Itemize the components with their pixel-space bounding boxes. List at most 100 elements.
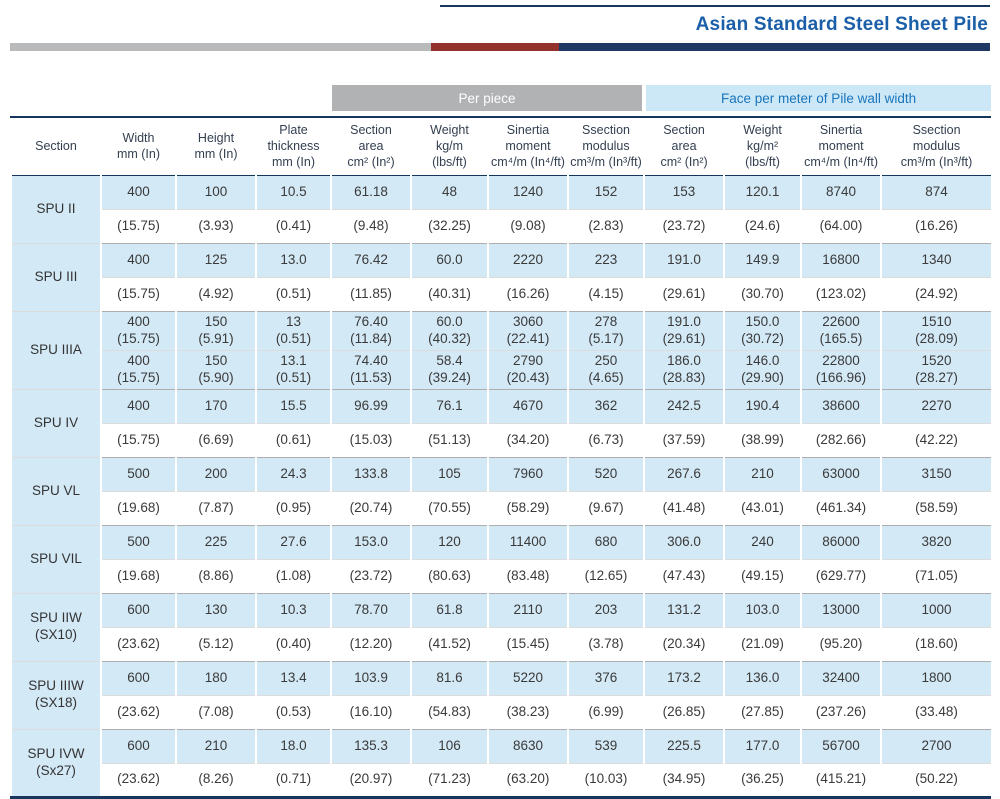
table-cell-height: (7.87)	[175, 491, 256, 526]
table-cell-pp-inertia-moment: (9.08)	[487, 209, 568, 244]
table-cell-fm-section-modulus: (24.92)	[880, 277, 992, 312]
table-cell-fm-inertia-moment: 22600 (165.5)	[800, 311, 882, 351]
column-header-pp-section-area: Section area cm² (In²)	[330, 116, 411, 176]
table-cell-fm-section-area: (37.59)	[643, 423, 725, 458]
table-cell-pp-section-modulus: 539	[566, 729, 645, 764]
table-cell-fm-inertia-moment: (95.20)	[800, 627, 882, 662]
sheet-pile-table: Per piece Face per meter of Pile wall wi…	[10, 85, 992, 799]
table-cell-pp-section-area: (23.72)	[330, 559, 411, 594]
table-cell-fm-inertia-moment: (629.77)	[800, 559, 882, 594]
table-cell-fm-section-area: (47.43)	[643, 559, 725, 594]
table-cell-height: 200	[175, 457, 256, 492]
section-name: SPU II	[10, 175, 101, 244]
table-cell-fm-inertia-moment: (64.00)	[800, 209, 882, 244]
table-cell-pp-inertia-moment: 2790 (20.43)	[487, 350, 568, 390]
table-cell-fm-weight: 210	[723, 457, 802, 492]
table-cell-plate-thickness: (0.40)	[255, 627, 331, 662]
table-cell-pp-section-modulus: (6.99)	[566, 695, 645, 730]
section-name: SPU IIW (SX10)	[10, 593, 101, 662]
table-cell-fm-inertia-moment: (123.02)	[800, 277, 882, 312]
table-cell-fm-section-modulus: 1520 (28.27)	[880, 350, 992, 390]
table-cell-height: (7.08)	[175, 695, 256, 730]
table-row: (19.68) (8.86) (1.08) (23.72) (80.63) (83.48)…	[11, 559, 992, 594]
table-cell-fm-section-area: 267.6	[643, 457, 725, 492]
table-cell-pp-weight: (70.55)	[410, 491, 488, 526]
table-cell-height: 150 (5.90)	[175, 350, 256, 390]
table-row: (15.75) (4.92) (0.51) (11.85) (40.31) (16.26)…	[11, 277, 992, 312]
table-cell-plate-thickness: (0.41)	[255, 209, 331, 244]
table-cell-pp-section-area: (20.97)	[330, 763, 411, 798]
column-header-fm-weight: Weight kg/m² (lbs/ft)	[723, 116, 802, 176]
accent-bar	[10, 43, 990, 51]
table-cell-width: (23.62)	[100, 763, 176, 798]
table-cell-width: 400 (15.75)	[100, 350, 176, 390]
table-cell-height: 130	[175, 593, 256, 628]
table-cell-pp-inertia-moment: 3060 (22.41)	[487, 311, 568, 351]
table-cell-width: 500	[100, 457, 176, 492]
table-row: (23.62) (5.12) (0.40) (12.20) (41.52) (15.45)…	[11, 627, 992, 662]
section-name: SPU IV	[10, 389, 101, 458]
table-cell-height: (3.93)	[175, 209, 256, 244]
table-cell-fm-inertia-moment: 32400	[800, 661, 882, 696]
table-cell-fm-section-modulus: 3820	[880, 525, 992, 560]
table-cell-fm-weight: (36.25)	[723, 763, 802, 798]
table-cell-fm-inertia-moment: (282.66)	[800, 423, 882, 458]
table-cell-fm-weight: (38.99)	[723, 423, 802, 458]
table-cell-fm-weight: 190.4	[723, 389, 802, 424]
top-rule	[440, 5, 990, 7]
table-cell-width: (19.68)	[100, 559, 176, 594]
table-cell-plate-thickness: (0.71)	[255, 763, 331, 798]
table-cell-height: 125	[175, 243, 256, 278]
table-cell-fm-weight: 149.9	[723, 243, 802, 278]
table-cell-pp-section-area: (20.74)	[330, 491, 411, 526]
table-body: SPU II 400 100 10.5 61.18 48 1240 152 153 120.1 87…	[10, 175, 992, 798]
table-cell-fm-section-area: (41.48)	[643, 491, 725, 526]
table-cell-pp-section-modulus: 362	[566, 389, 645, 424]
section-name: SPU III	[10, 243, 101, 312]
column-header-pp-weight: Weight kg/m (lbs/ft)	[410, 116, 488, 176]
table-cell-pp-inertia-moment: (16.26)	[487, 277, 568, 312]
page-title: Asian Standard Steel Sheet Pile	[695, 14, 988, 35]
table-row: (23.62) (7.08) (0.53) (16.10) (54.83) (38.23)…	[11, 695, 992, 730]
table-cell-width: 400	[100, 175, 176, 210]
table-cell-fm-inertia-moment: 63000	[800, 457, 882, 492]
table-cell-fm-weight: 136.0	[723, 661, 802, 696]
table-cell-height: (8.86)	[175, 559, 256, 594]
table-cell-height: 210	[175, 729, 256, 764]
table-cell-fm-section-modulus: 1000	[880, 593, 992, 628]
table-row: SPU IVW (Sx27) 600 210 18.0 135.3 106 8630 539 2…	[10, 729, 992, 798]
table-row: SPU IIW (SX10) 600 130 10.3 78.70 61.8 2110 203…	[10, 593, 992, 662]
table-cell-pp-section-area: (15.03)	[330, 423, 411, 458]
table-cell-fm-weight: 177.0	[723, 729, 802, 764]
table-cell-fm-weight: 150.0 (30.72)	[723, 311, 802, 351]
group-header-per-piece: Per piece	[329, 85, 645, 111]
table-cell-width: (19.68)	[100, 491, 176, 526]
table-cell-pp-inertia-moment: (34.20)	[487, 423, 568, 458]
table-cell-pp-inertia-moment: (58.29)	[487, 491, 568, 526]
table-cell-fm-section-area: (26.85)	[643, 695, 725, 730]
table-cell-fm-inertia-moment: 86000	[800, 525, 882, 560]
table-cell-pp-section-modulus: (10.03)	[566, 763, 645, 798]
table-cell-fm-weight: (43.01)	[723, 491, 802, 526]
table-cell-height: 150 (5.91)	[175, 311, 256, 351]
table-cell-width: (15.75)	[100, 209, 176, 244]
table-cell-fm-section-modulus: 874	[880, 175, 992, 210]
table-cell-pp-weight: 105	[410, 457, 488, 492]
table-cell-fm-section-area: (23.72)	[643, 209, 725, 244]
table-cell-plate-thickness: 10.3	[255, 593, 331, 628]
table-cell-pp-weight: (71.23)	[410, 763, 488, 798]
table-cell-pp-weight: (41.52)	[410, 627, 488, 662]
table-cell-pp-inertia-moment: 2220	[487, 243, 568, 278]
table-cell-fm-weight: 120.1	[723, 175, 802, 210]
section-name: SPU VIL	[10, 525, 101, 594]
table-cell-height: 225	[175, 525, 256, 560]
table-cell-fm-section-modulus: 1510 (28.09)	[880, 311, 992, 351]
table-cell-pp-section-modulus: (9.67)	[566, 491, 645, 526]
table-cell-pp-section-area: 61.18	[330, 175, 411, 210]
table-cell-fm-section-area: 173.2	[643, 661, 725, 696]
table-cell-fm-section-modulus: (18.60)	[880, 627, 992, 662]
table-cell-plate-thickness: (0.61)	[255, 423, 331, 458]
table-cell-pp-section-modulus: 152	[566, 175, 645, 210]
table-cell-pp-section-area: (11.85)	[330, 277, 411, 312]
table-cell-width: (15.75)	[100, 277, 176, 312]
